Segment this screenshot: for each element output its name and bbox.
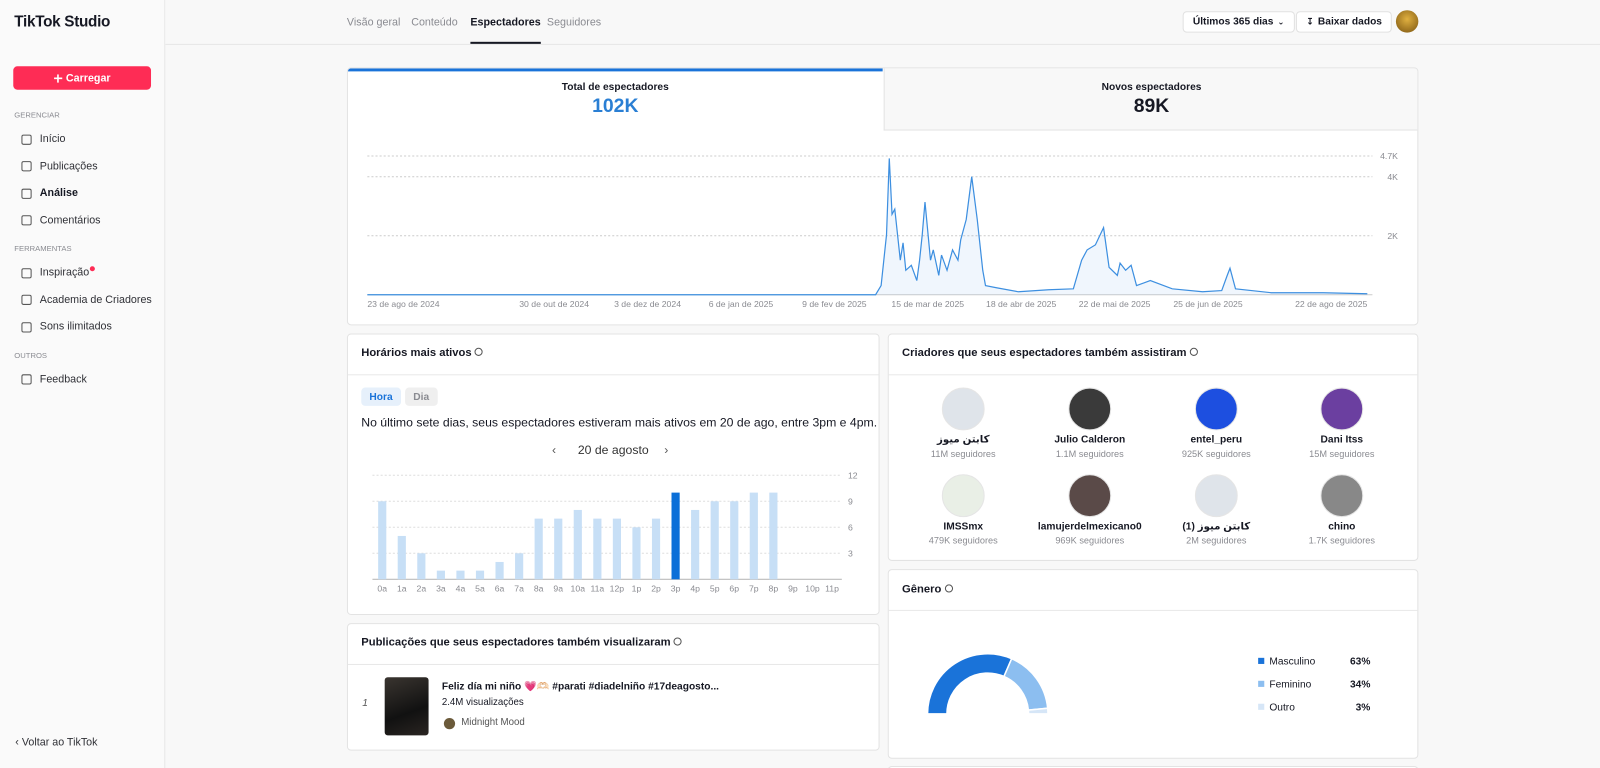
download-label: Baixar dados	[1317, 16, 1382, 28]
creator-followers: 11M seguidores	[930, 448, 996, 459]
sidebar-nav: GERENCIAR Início Publicações Análise Comentá…	[13, 105, 153, 393]
gender-card: Gênero	[887, 569, 1419, 759]
nav-heading: FERRAMENTAS	[14, 243, 72, 253]
chevron: ⌄	[1277, 17, 1285, 27]
nav-item[interactable]: Comentários	[13, 207, 152, 234]
nav-item[interactable]: Inspiração	[13, 259, 152, 286]
creator-avatar[interactable]	[1068, 474, 1112, 518]
card-title: Gênero	[902, 583, 953, 595]
metric-tab[interactable]: Total de espectadores 102K	[347, 68, 883, 131]
range-select[interactable]: Últimos 365 dias ⌄	[1182, 11, 1295, 33]
posts-card: Publicações que seus espectadores também…	[346, 623, 880, 751]
card-title: Horários mais ativos	[361, 347, 483, 359]
creator-avatar[interactable]	[1194, 474, 1238, 518]
nav-heading: OUTROS	[14, 350, 48, 360]
creator-name[interactable]: كابتن ميوز (1)	[1182, 521, 1251, 533]
next-arrow[interactable]: ›	[664, 442, 669, 457]
creator-name[interactable]: entel_peru	[1190, 434, 1243, 446]
download-icon: ↧	[1306, 16, 1314, 27]
creator-avatar[interactable]	[1320, 474, 1364, 518]
metric-tab[interactable]: Novos espectadores 89K	[883, 68, 1418, 131]
toggle[interactable]: Dia	[405, 387, 438, 406]
creator-followers: 15M seguidores	[1309, 448, 1375, 459]
creator-avatar[interactable]	[941, 387, 985, 431]
logo[interactable]: TikTok Studio	[14, 13, 111, 31]
metric-label: Novos espectadores	[1101, 81, 1202, 93]
creator-followers: 2M seguidores	[1186, 535, 1247, 546]
divider	[888, 374, 1418, 376]
back-link[interactable]: Voltar ao TikTok	[15, 736, 98, 748]
nav-item[interactable]: Publicações	[13, 152, 152, 179]
range-label: Últimos 365 dias	[1192, 16, 1274, 28]
tab[interactable]: Conteúdo	[411, 16, 458, 29]
nav-item[interactable]: Análise	[13, 180, 153, 207]
metric-value: 89K	[1133, 95, 1170, 118]
creator-name[interactable]: كابتن ميوز	[936, 434, 990, 446]
nav-item[interactable]: Feedback	[13, 366, 152, 393]
viewers-card: Total de espectadores 102K Novos espectad…	[346, 67, 1419, 326]
creator-avatar[interactable]	[1194, 387, 1238, 431]
creator-followers: 1.1M seguidores	[1055, 448, 1124, 459]
card-title: Criadores que seus espectadores também a…	[902, 347, 1198, 359]
nav-label: Análise	[39, 186, 78, 200]
prev-arrow[interactable]: ‹	[552, 442, 557, 457]
toggle[interactable]: Hora	[361, 387, 401, 406]
divider	[888, 609, 1418, 611]
tab[interactable]: Visão geral	[346, 16, 401, 29]
profile-avatar[interactable]	[1395, 10, 1419, 33]
creator-name[interactable]: IMSSmx	[943, 521, 984, 533]
post-rank: 1	[362, 697, 368, 709]
summary: No último sete dias, seus espectadores e…	[361, 415, 878, 430]
creator-name[interactable]: lamujerdelmexicano0	[1037, 521, 1142, 533]
nav-label: Início	[39, 132, 66, 146]
nav-heading: GERENCIAR	[14, 110, 60, 120]
post-sound: Midnight Mood	[461, 716, 525, 729]
tab[interactable]: Seguidores	[546, 16, 602, 29]
nav-item[interactable]: Início	[13, 125, 152, 152]
nav-label: Academia de Criadores	[39, 293, 152, 306]
nav-item[interactable]: Academia de Criadores	[13, 286, 152, 313]
nav-label: Inspiração	[39, 266, 90, 279]
divider	[347, 663, 879, 665]
creator-name[interactable]: chino	[1328, 521, 1356, 533]
creator-followers: 1.7K seguidores	[1308, 535, 1376, 546]
download-button[interactable]: ↧ Baixar dados	[1295, 11, 1393, 33]
creator-avatar[interactable]	[1068, 387, 1112, 431]
tab[interactable]: Espectadores	[470, 16, 541, 44]
post-title[interactable]: Feliz día mi niño 💗🫶🏻 #parati #diadelniñ…	[441, 681, 719, 693]
nav-label: Feedback	[39, 373, 87, 386]
creators-card: Criadores que seus espectadores também a…	[887, 333, 1419, 561]
date-label: 20 de agosto	[577, 442, 649, 457]
post-thumbnail[interactable]	[384, 677, 429, 736]
nav-label: Sons ilimitados	[39, 320, 112, 333]
nav-label: Publicações	[39, 159, 98, 173]
metric-label: Total de espectadores	[561, 81, 669, 93]
divider	[347, 374, 879, 376]
creator-name[interactable]: Julio Calderon	[1054, 434, 1126, 446]
nav-item[interactable]: Sons ilimitados	[13, 313, 152, 340]
sound-icon	[443, 718, 456, 730]
post-views: 2.4M visualizações	[441, 696, 524, 708]
nav-label: Comentários	[39, 213, 101, 227]
upload-button[interactable]: Carregar	[13, 66, 152, 90]
creator-avatar[interactable]	[1320, 387, 1364, 431]
creator-followers: 479K seguidores	[928, 535, 998, 546]
active-hours-card: Horários mais ativos	[346, 333, 880, 615]
badge	[90, 265, 96, 272]
creator-followers: 925K seguidores	[1181, 448, 1251, 459]
metric-value: 102K	[592, 95, 639, 118]
card-title: Publicações que seus espectadores também…	[361, 636, 682, 648]
creator-name[interactable]: Dani Itss	[1320, 434, 1364, 446]
creator-followers: 969K seguidores	[1055, 535, 1125, 546]
creator-avatar[interactable]	[941, 474, 985, 518]
